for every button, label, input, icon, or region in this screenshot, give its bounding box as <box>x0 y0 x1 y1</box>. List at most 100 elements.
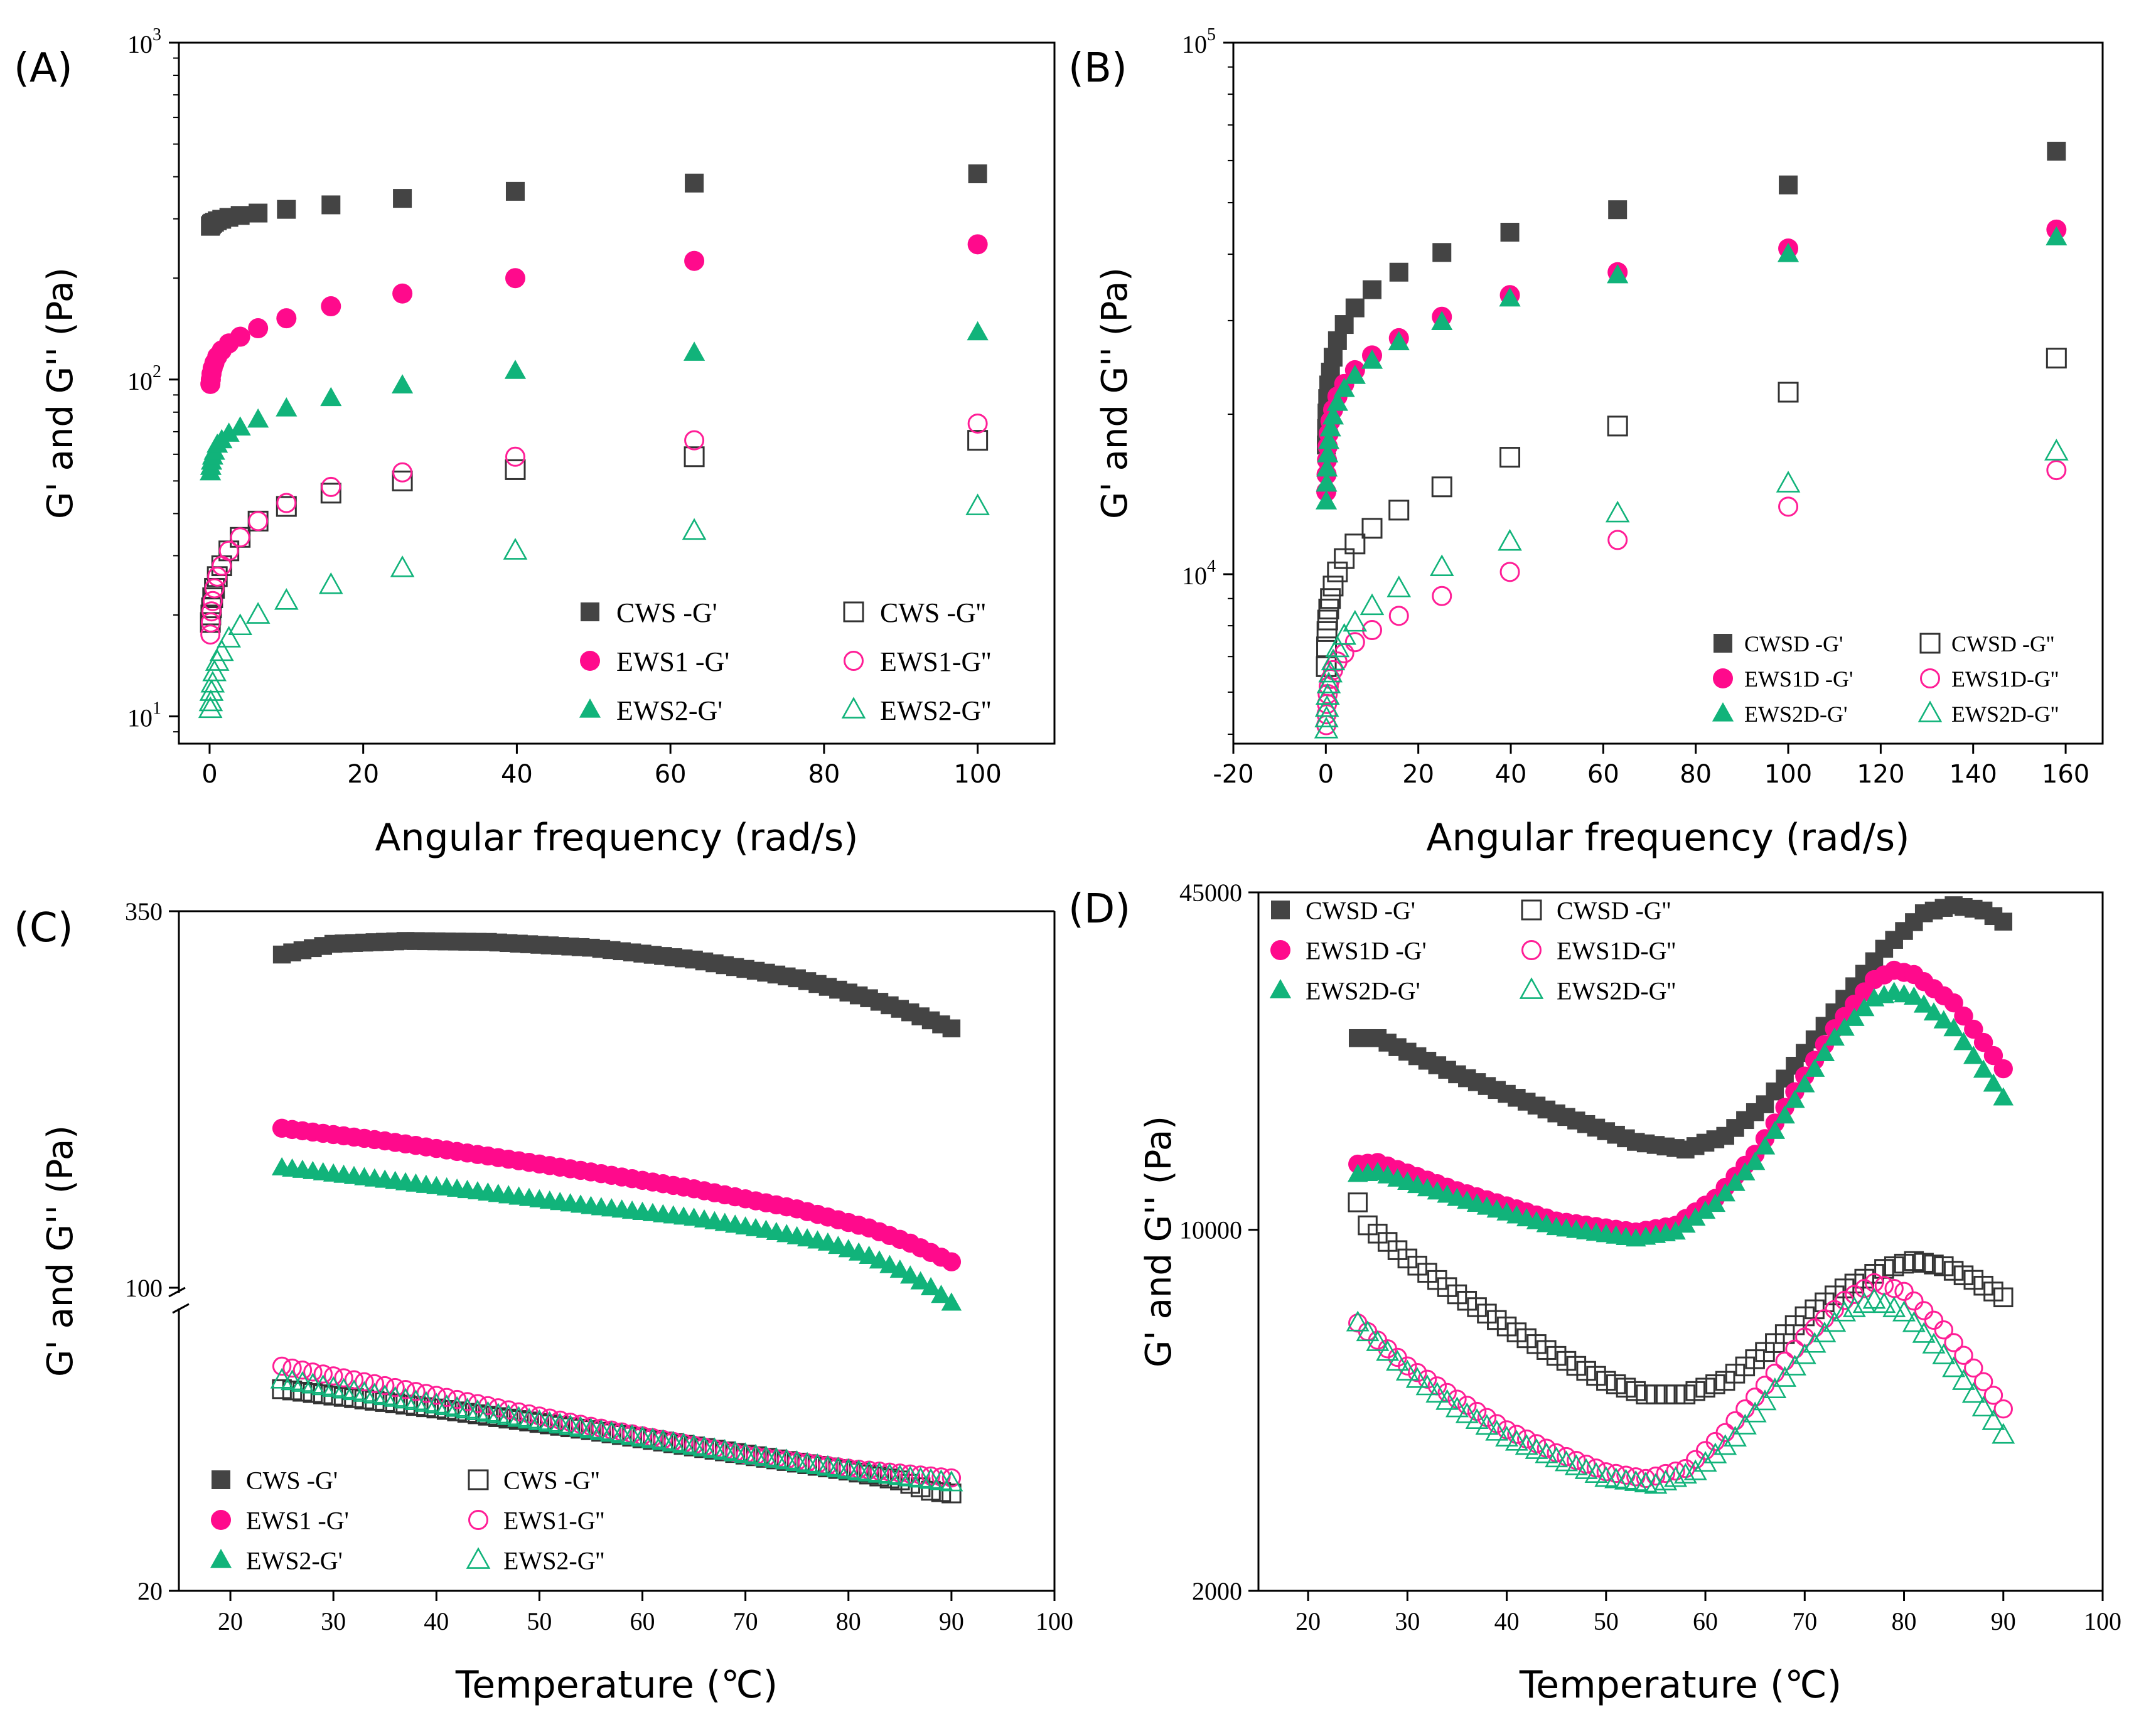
e2-g2-marker <box>270 1367 294 1389</box>
e1-g2-marker <box>303 1362 323 1382</box>
e2-g2-marker <box>795 1452 819 1473</box>
e2-g2-marker <box>245 602 271 624</box>
e1-g2-marker <box>1765 1364 1785 1383</box>
e2-g2-marker <box>1475 1414 1499 1435</box>
e1-g1-marker <box>392 283 413 304</box>
cw-g1-marker <box>1994 912 2013 931</box>
y-tick-label: 103 <box>127 25 161 58</box>
e2-g2-marker <box>1325 635 1350 658</box>
e2-g2-marker <box>1917 700 1943 722</box>
e2-g2-marker <box>620 1424 644 1445</box>
e1-g2-marker <box>1745 1388 1765 1407</box>
cw-g2-marker <box>320 483 341 504</box>
cw-g2-marker <box>931 1482 952 1502</box>
cw-g2-marker <box>1914 1253 1934 1273</box>
e2-g2-marker <box>1346 1310 1370 1332</box>
e1-g1-marker <box>1964 1019 1983 1039</box>
series-cw-g1 <box>1317 141 2066 455</box>
e2-g2-marker <box>1321 648 1346 671</box>
series-e2-g1 <box>1315 226 2068 510</box>
e2-g2-marker <box>1425 1381 1449 1403</box>
cw-g2-marker <box>1685 1381 1705 1401</box>
y-tick-label: 45000 <box>1179 879 1242 907</box>
e1-g2-marker <box>1778 496 1799 517</box>
e2-g2-marker <box>1982 1409 2005 1430</box>
e2-g1-marker <box>210 1549 232 1568</box>
e1-g1-marker <box>684 250 705 271</box>
legend: CWS -G' CWS -G'' EWS1 -G' EWS1-G'' EWS2-G' EW… <box>210 1466 604 1575</box>
e2-g2-marker <box>456 1398 479 1419</box>
cw-g2-marker <box>1864 1264 1884 1284</box>
e1-g2-marker <box>1457 1396 1477 1415</box>
e2-g1-marker <box>1913 994 1934 1013</box>
e1-g2-marker <box>230 527 250 548</box>
x-tick-label: 20 <box>1402 760 1434 789</box>
cw-g2-marker <box>1348 1192 1368 1212</box>
cw-g1-marker <box>1334 315 1354 334</box>
e2-g2-marker <box>1753 1389 1777 1411</box>
cw-g2-marker <box>1546 1345 1567 1366</box>
cw-g2-marker <box>1447 1284 1467 1305</box>
y-tick-label: 102 <box>127 362 161 395</box>
cw-g2-marker <box>1934 1256 1954 1276</box>
e2-g2-marker <box>1776 471 1801 493</box>
cw-g2-marker <box>1496 1316 1517 1337</box>
cw-g1-marker <box>1432 243 1452 262</box>
e1-g1-marker <box>1983 1046 2003 1066</box>
e2-g2-marker <box>723 1440 747 1462</box>
cw-g1-marker <box>942 1019 961 1037</box>
e2-g2-marker <box>1386 575 1412 597</box>
e2-g2-marker <box>631 1426 654 1447</box>
e2-g2-marker <box>476 1401 500 1422</box>
cw-g2-marker <box>1963 1270 1984 1290</box>
e2-g1-marker <box>1923 1002 1944 1021</box>
e2-g2-marker <box>1673 1462 1697 1484</box>
cw-g2-marker <box>1327 561 1348 582</box>
cw-g2-marker <box>1815 1292 1835 1313</box>
series-e2-g2 <box>1346 1288 2015 1494</box>
series-cw-g2 <box>200 430 989 633</box>
x-tick-label: 40 <box>1495 760 1527 789</box>
cw-g1-marker <box>1363 280 1382 299</box>
cw-g2-marker <box>1695 1377 1715 1398</box>
e2-g2-marker <box>466 1399 490 1420</box>
e2-g2-marker <box>1823 1311 1847 1332</box>
e2-g2-marker <box>486 1403 510 1424</box>
e2-g2-marker <box>1555 1450 1578 1472</box>
e1-g2-marker <box>1934 1320 1954 1340</box>
e2-g2-marker <box>200 670 225 693</box>
x-tick-label: 60 <box>630 1607 655 1635</box>
e1-g1-marker <box>1954 1006 1973 1026</box>
e2-g2-marker <box>775 1448 798 1470</box>
cw-g2-marker <box>1715 1371 1735 1391</box>
cw-g2-marker <box>1626 1381 1646 1401</box>
e2-g2-marker <box>1395 1359 1419 1381</box>
cw-g1-marker <box>968 164 987 183</box>
cw-g1-marker <box>1271 901 1290 919</box>
e2-g2-marker <box>1519 977 1544 999</box>
x-tick-label: 100 <box>1764 760 1812 789</box>
e1-g2-marker <box>921 1466 941 1486</box>
e2-g1-marker <box>1774 1105 1795 1124</box>
e2-g2-marker <box>965 493 990 515</box>
e2-g1-marker <box>2046 226 2068 246</box>
e2-g2-marker <box>1360 593 1385 616</box>
legend-label: EWS2D-G' <box>1744 702 1847 727</box>
e2-g2-marker <box>662 1430 685 1452</box>
cw-g1-marker <box>1389 262 1408 282</box>
e1-g2-marker <box>207 566 228 587</box>
series-cw-g2 <box>1316 348 2067 677</box>
e1-g2-marker <box>200 612 221 633</box>
e2-g1-marker <box>391 374 414 393</box>
e2-g2-marker <box>1743 1401 1767 1423</box>
e2-g1-marker <box>920 1276 941 1295</box>
e1-g1-marker <box>1973 1032 1993 1052</box>
chart-panel-d: 20 30 40 50 60 70 80 90 100 2000 10000 45000 Tempera… <box>1068 879 2121 1707</box>
cw-g2-marker <box>1943 1261 1964 1281</box>
e1-g2-marker <box>375 1376 395 1396</box>
e1-g2-marker <box>1884 1278 1904 1298</box>
e2-g2-marker <box>672 1432 695 1453</box>
cw-g2-marker <box>1834 1278 1855 1298</box>
e2-g1-marker <box>218 422 240 442</box>
cw-g2-marker <box>1665 1384 1686 1404</box>
